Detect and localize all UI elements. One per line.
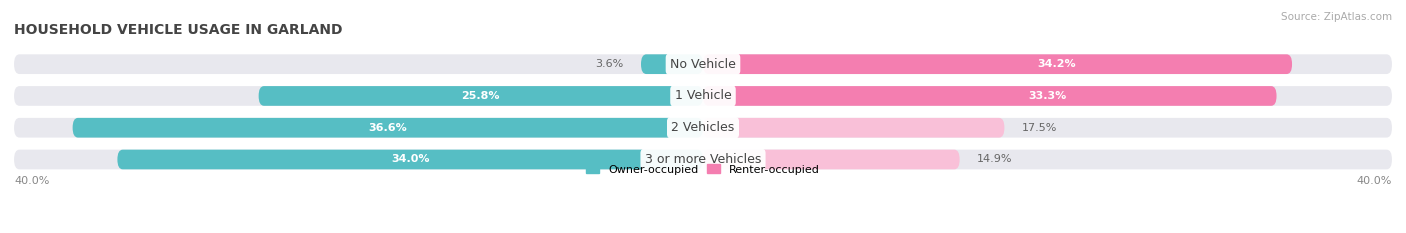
Text: 14.9%: 14.9% [977, 154, 1012, 164]
FancyBboxPatch shape [14, 54, 1392, 74]
Text: 33.3%: 33.3% [1028, 91, 1066, 101]
FancyBboxPatch shape [117, 150, 703, 169]
Text: No Vehicle: No Vehicle [671, 58, 735, 71]
Text: 17.5%: 17.5% [1022, 123, 1057, 133]
Text: 40.0%: 40.0% [14, 176, 49, 186]
FancyBboxPatch shape [703, 54, 1292, 74]
FancyBboxPatch shape [641, 54, 703, 74]
Text: Source: ZipAtlas.com: Source: ZipAtlas.com [1281, 12, 1392, 22]
Text: 40.0%: 40.0% [1357, 176, 1392, 186]
FancyBboxPatch shape [703, 86, 1277, 106]
Text: HOUSEHOLD VEHICLE USAGE IN GARLAND: HOUSEHOLD VEHICLE USAGE IN GARLAND [14, 23, 343, 37]
Text: 34.2%: 34.2% [1038, 59, 1076, 69]
Legend: Owner-occupied, Renter-occupied: Owner-occupied, Renter-occupied [581, 160, 825, 179]
Text: 25.8%: 25.8% [461, 91, 501, 101]
Text: 1 Vehicle: 1 Vehicle [675, 89, 731, 103]
FancyBboxPatch shape [14, 86, 1392, 106]
Text: 3.6%: 3.6% [596, 59, 624, 69]
FancyBboxPatch shape [73, 118, 703, 137]
FancyBboxPatch shape [703, 150, 960, 169]
FancyBboxPatch shape [14, 150, 1392, 169]
Text: 34.0%: 34.0% [391, 154, 429, 164]
Text: 36.6%: 36.6% [368, 123, 408, 133]
Text: 2 Vehicles: 2 Vehicles [672, 121, 734, 134]
FancyBboxPatch shape [703, 118, 1004, 137]
Text: 3 or more Vehicles: 3 or more Vehicles [645, 153, 761, 166]
FancyBboxPatch shape [14, 118, 1392, 137]
FancyBboxPatch shape [259, 86, 703, 106]
